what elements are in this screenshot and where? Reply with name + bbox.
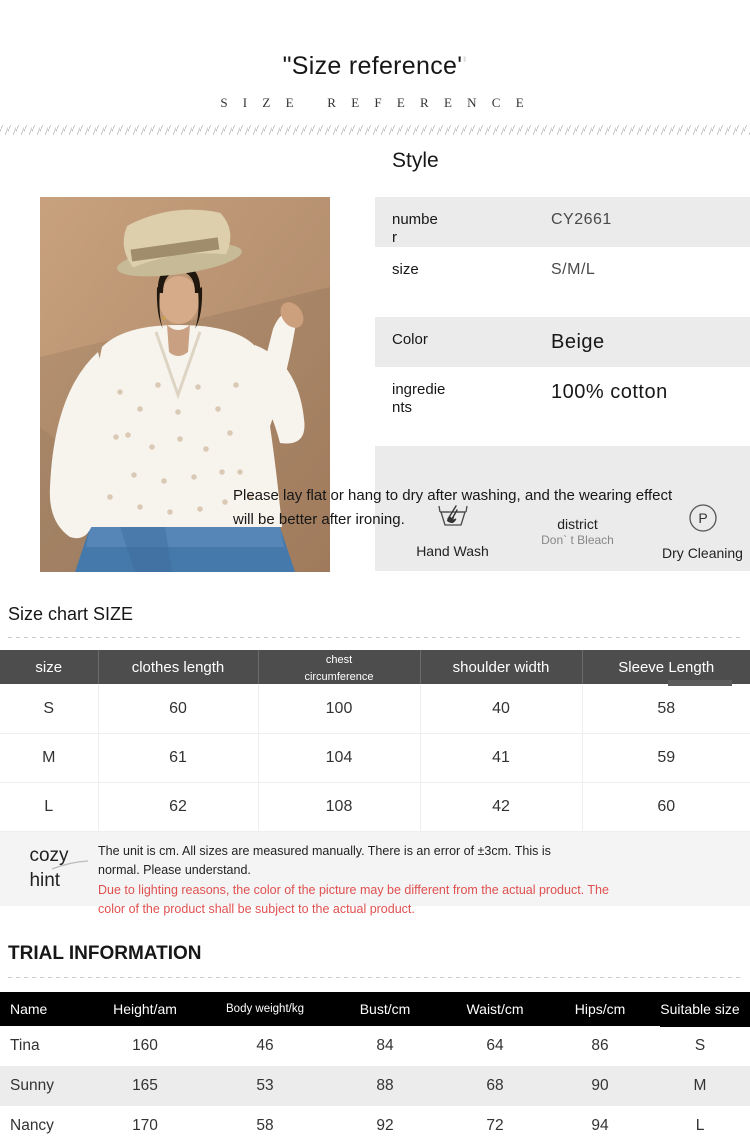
svg-text:P: P xyxy=(698,510,707,526)
